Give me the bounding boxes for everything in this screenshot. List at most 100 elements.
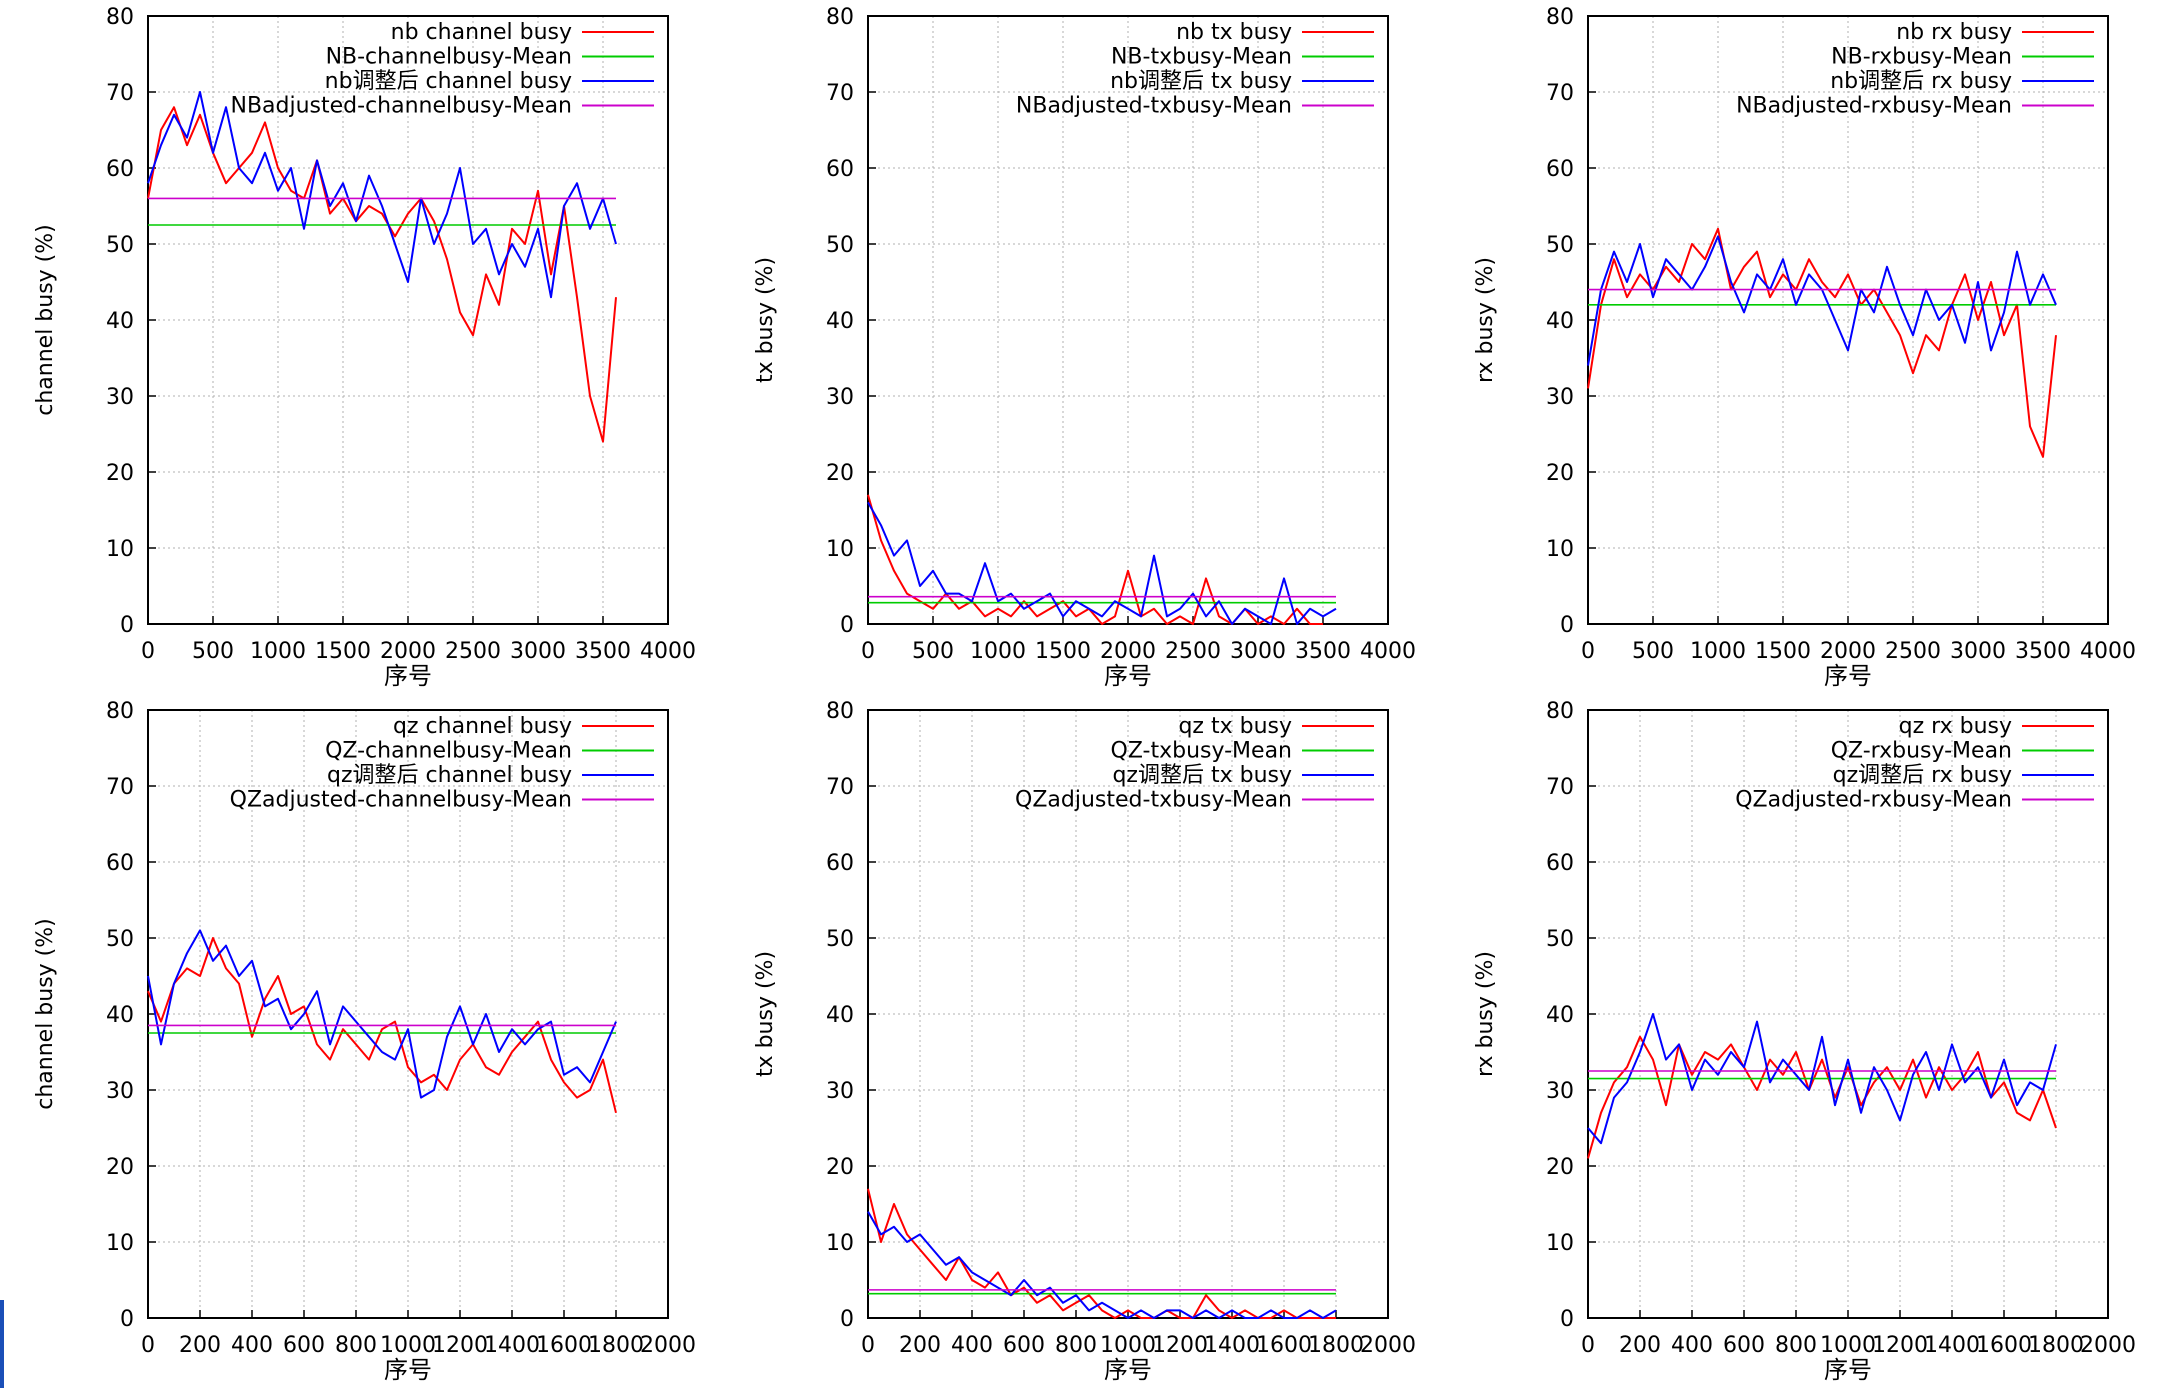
y-tick-label: 30 bbox=[1546, 1079, 1574, 1104]
x-axis-label: 序号 bbox=[384, 662, 432, 690]
y-tick-label: 70 bbox=[1546, 775, 1574, 800]
plot-frame bbox=[147, 709, 669, 1319]
legend-label: QZ-channelbusy-Mean bbox=[325, 739, 572, 764]
x-tick-label: 1200 bbox=[1872, 1333, 1928, 1358]
y-tick-label: 60 bbox=[826, 851, 854, 876]
x-tick-label: 0 bbox=[861, 639, 875, 664]
y-tick-label: 70 bbox=[106, 775, 134, 800]
x-tick-label: 200 bbox=[179, 1333, 221, 1358]
x-tick-label: 1500 bbox=[315, 639, 371, 664]
y-tick-label: 0 bbox=[1560, 1307, 1574, 1332]
x-tick-label: 2500 bbox=[445, 639, 501, 664]
y-axis-label: rx busy (%) bbox=[1473, 951, 1498, 1077]
x-tick-label: 1200 bbox=[432, 1333, 488, 1358]
y-tick-label: 20 bbox=[106, 461, 134, 486]
y-tick-label: 80 bbox=[1546, 5, 1574, 30]
y-tick-label: 30 bbox=[1546, 385, 1574, 410]
legend-label: NBadjusted-txbusy-Mean bbox=[1016, 94, 1292, 119]
y-axis-label: tx busy (%) bbox=[753, 951, 778, 1077]
x-tick-label: 2000 bbox=[1820, 639, 1876, 664]
legend-label: NB-txbusy-Mean bbox=[1111, 45, 1292, 70]
y-tick-label: 60 bbox=[826, 157, 854, 182]
chart-nb-tx-busy: 0 500 1000 1500 2000 2500 3000 3500 4000 0 10 20 30 4… bbox=[720, 0, 1440, 694]
y-tick-label: 20 bbox=[826, 1155, 854, 1180]
x-tick-label: 1200 bbox=[1152, 1333, 1208, 1358]
legend-label: QZadjusted-txbusy-Mean bbox=[1015, 788, 1292, 813]
y-tick-label: 80 bbox=[826, 699, 854, 724]
y-tick-label: 20 bbox=[106, 1155, 134, 1180]
y-tick-label: 0 bbox=[840, 1307, 854, 1332]
y-tick-label: 60 bbox=[106, 851, 134, 876]
y-tick-label: 80 bbox=[106, 699, 134, 724]
legend-label: NB-channelbusy-Mean bbox=[326, 45, 572, 70]
x-tick-label: 400 bbox=[231, 1333, 273, 1358]
legend-label: qz rx busy bbox=[1899, 714, 2012, 739]
x-tick-label: 2500 bbox=[1165, 639, 1221, 664]
x-tick-label: 4000 bbox=[1360, 639, 1416, 664]
x-tick-label: 0 bbox=[861, 1333, 875, 1358]
x-tick-label: 1600 bbox=[536, 1333, 592, 1358]
x-tick-label: 3000 bbox=[510, 639, 566, 664]
x-tick-label: 400 bbox=[1671, 1333, 1713, 1358]
y-tick-label: 50 bbox=[106, 233, 134, 258]
y-tick-label: 40 bbox=[1546, 309, 1574, 334]
y-tick-label: 10 bbox=[1546, 1231, 1574, 1256]
y-tick-label: 50 bbox=[826, 927, 854, 952]
legend-label: QZadjusted-channelbusy-Mean bbox=[230, 788, 572, 813]
series-line-red bbox=[1587, 227, 2057, 458]
y-tick-label: 10 bbox=[106, 1231, 134, 1256]
series-line-blue bbox=[1587, 1013, 2057, 1145]
y-tick-label: 80 bbox=[1546, 699, 1574, 724]
x-tick-label: 1000 bbox=[1820, 1333, 1876, 1358]
x-tick-label: 400 bbox=[951, 1333, 993, 1358]
x-tick-label: 1400 bbox=[484, 1333, 540, 1358]
x-tick-label: 1400 bbox=[1924, 1333, 1980, 1358]
series-line-red bbox=[1587, 1035, 2057, 1159]
x-tick-label: 1000 bbox=[970, 639, 1026, 664]
x-axis-label: 序号 bbox=[384, 1356, 432, 1384]
series-line-blue bbox=[867, 501, 1337, 625]
x-tick-label: 3000 bbox=[1230, 639, 1286, 664]
chart-qz-channel-busy: 0 200 400 600 800 1000 1200 1400 1600 1800 2000 0 10… bbox=[0, 694, 720, 1388]
y-axis-label: channel busy (%) bbox=[33, 224, 58, 416]
legend-label: nb调整后 rx busy bbox=[1830, 69, 2012, 94]
y-tick-label: 10 bbox=[826, 1231, 854, 1256]
x-tick-label: 800 bbox=[1775, 1333, 1817, 1358]
x-tick-label: 2000 bbox=[1360, 1333, 1416, 1358]
x-tick-label: 1000 bbox=[380, 1333, 436, 1358]
y-tick-label: 80 bbox=[106, 5, 134, 30]
y-tick-label: 50 bbox=[1546, 233, 1574, 258]
x-tick-label: 1500 bbox=[1035, 639, 1091, 664]
chart-qz-tx-busy: 0 200 400 600 800 1000 1200 1400 1600 1800 2000 0 10… bbox=[720, 694, 1440, 1388]
legend-label: qz channel busy bbox=[393, 714, 572, 739]
x-tick-label: 3500 bbox=[2015, 639, 2071, 664]
legend-label: NB-rxbusy-Mean bbox=[1831, 45, 2012, 70]
legend-label: QZadjusted-rxbusy-Mean bbox=[1735, 788, 2012, 813]
plot-frame bbox=[867, 15, 1389, 625]
x-tick-label: 200 bbox=[1619, 1333, 1661, 1358]
y-tick-label: 70 bbox=[106, 81, 134, 106]
x-tick-label: 0 bbox=[141, 639, 155, 664]
y-tick-label: 10 bbox=[106, 537, 134, 562]
y-tick-label: 0 bbox=[120, 613, 134, 638]
chart-qz-rx-busy: 0 200 400 600 800 1000 1200 1400 1600 1800 2000 0 10… bbox=[1440, 694, 2160, 1388]
plot-frame bbox=[1587, 15, 2109, 625]
y-tick-label: 70 bbox=[826, 775, 854, 800]
legend-label: NBadjusted-rxbusy-Mean bbox=[1736, 94, 2012, 119]
x-tick-label: 600 bbox=[1723, 1333, 1765, 1358]
y-tick-label: 40 bbox=[826, 309, 854, 334]
x-tick-label: 600 bbox=[283, 1333, 325, 1358]
x-tick-label: 3000 bbox=[1950, 639, 2006, 664]
series-line-blue bbox=[1587, 235, 2057, 366]
x-tick-label: 0 bbox=[1581, 1333, 1595, 1358]
legend-label: nb调整后 tx busy bbox=[1110, 69, 1292, 94]
y-axis-label: channel busy (%) bbox=[33, 918, 58, 1110]
y-tick-label: 40 bbox=[1546, 1003, 1574, 1028]
x-tick-label: 800 bbox=[1055, 1333, 1097, 1358]
y-tick-label: 50 bbox=[106, 927, 134, 952]
y-tick-label: 30 bbox=[826, 1079, 854, 1104]
x-tick-label: 1500 bbox=[1755, 639, 1811, 664]
x-tick-label: 1800 bbox=[1308, 1333, 1364, 1358]
